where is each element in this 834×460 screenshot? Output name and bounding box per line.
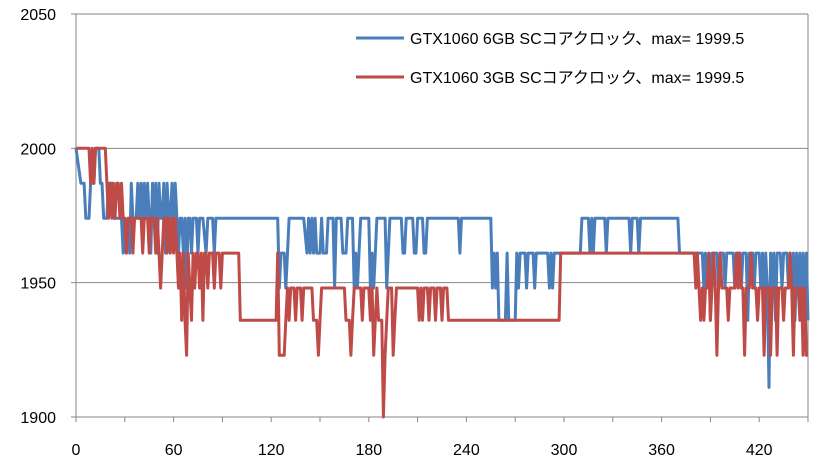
x-tick-label: 60 xyxy=(165,442,183,459)
axes xyxy=(71,13,809,422)
x-tick-label: 180 xyxy=(355,442,382,459)
y-tick-label: 2050 xyxy=(20,7,56,24)
series-line-2 xyxy=(76,146,808,419)
x-tick-label: 0 xyxy=(72,442,81,459)
legend-label-series-1: GTX1060 6GB SCコアクロック、max= 1999.5 xyxy=(410,30,744,48)
tick-labels: 1900 1950 2000 2050 0 60 120 180 240 300 360 420 xyxy=(20,7,772,459)
x-tick-label: 300 xyxy=(551,442,578,459)
y-tick-label: 1950 xyxy=(20,276,56,293)
legend: GTX1060 6GB SCコアクロック、max= 1999.5 GTX1060… xyxy=(356,30,744,87)
legend-label-series-2: GTX1060 3GB SCコアクロック、max= 1999.5 xyxy=(410,69,744,87)
x-tick-label: 120 xyxy=(258,442,285,459)
x-tick-label: 240 xyxy=(453,442,480,459)
y-tick-label: 1900 xyxy=(20,410,56,427)
x-tick-label: 360 xyxy=(648,442,675,459)
y-tick-label: 2000 xyxy=(20,141,56,158)
x-tick-label: 420 xyxy=(746,442,773,459)
series-group xyxy=(74,146,810,419)
series-line-1 xyxy=(74,146,810,389)
